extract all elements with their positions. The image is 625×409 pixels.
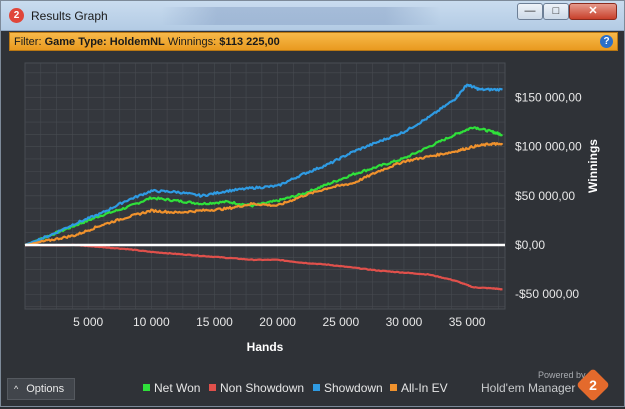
blurred-background-region — [161, 7, 441, 25]
series-line-all-in-ev — [24, 142, 504, 247]
filter-winnings-value: $113 225,00 — [219, 36, 280, 48]
filter-text: Filter: Game Type: HoldemNL Winnings: $1… — [14, 36, 280, 48]
filter-bar: Filter: Game Type: HoldemNL Winnings: $1… — [9, 32, 618, 51]
close-button[interactable]: ✕ — [569, 3, 617, 20]
x-tick-label: 35 000 — [449, 315, 486, 329]
legend-label-net-won: Net Won — [154, 381, 201, 395]
x-tick-label: 25 000 — [322, 315, 359, 329]
x-tick-label: 20 000 — [259, 315, 296, 329]
filter-winnings-label: Winnings: — [167, 36, 217, 48]
legend-swatch-showdown — [313, 384, 320, 391]
chevron-up-icon: ^ — [14, 384, 19, 394]
maximize-icon: □ — [552, 5, 560, 17]
y-tick-label: $150 000,00 — [515, 90, 582, 104]
brand-logo-glyph: 2 — [589, 377, 597, 393]
x-tick-label: 10 000 — [133, 315, 170, 329]
powered-by-text: Powered by — [538, 370, 586, 380]
legend-swatch-non-showdown — [209, 384, 216, 391]
filter-game-type: Game Type: HoldemNL — [44, 36, 165, 48]
hem2-logo-icon: 2 — [576, 368, 610, 402]
help-icon[interactable]: ? — [600, 35, 613, 48]
series-line-non-showdown — [24, 243, 503, 291]
legend-label-non-showdown: Non Showdown — [220, 381, 305, 395]
options-button[interactable]: ^ Options — [7, 378, 75, 400]
legend-item-net-won: Net Won — [143, 381, 200, 395]
y-tick-label: $0,00 — [515, 238, 545, 252]
minimize-button[interactable]: — — [517, 3, 543, 20]
y-axis-label: Winnings — [586, 139, 600, 193]
legend-swatch-all-in-ev — [390, 384, 397, 391]
legend-item-non-showdown: Non Showdown — [209, 381, 304, 395]
brand-name: Hold'em Manager — [481, 381, 576, 395]
maximize-button[interactable]: □ — [543, 3, 569, 20]
x-tick-label: 15 000 — [196, 315, 233, 329]
x-tick-label: 30 000 — [386, 315, 423, 329]
app-logo-icon: 2 — [9, 8, 24, 23]
close-icon: ✕ — [588, 5, 598, 17]
x-axis-label: Hands — [247, 340, 284, 354]
series-line-showdown — [24, 83, 503, 247]
y-tick-label: $100 000,00 — [515, 140, 582, 154]
y-tick-label: -$50 000,00 — [515, 287, 579, 301]
filter-prefix: Filter: — [14, 36, 42, 48]
y-tick-label: $50 000,00 — [515, 189, 575, 203]
options-label: Options — [26, 383, 65, 395]
title-bar[interactable]: 2 Results Graph — □ ✕ — [1, 1, 624, 31]
series-line-net-won — [24, 126, 503, 247]
x-tick-label: 5 000 — [73, 315, 103, 329]
legend-label-showdown: Showdown — [324, 381, 383, 395]
minimize-icon: — — [524, 5, 536, 17]
legend-item-showdown: Showdown — [313, 381, 383, 395]
legend-label-all-in-ev: All-In EV — [401, 381, 448, 395]
legend-item-all-in-ev: All-In EV — [390, 381, 448, 395]
window-title: Results Graph — [31, 9, 108, 23]
legend-swatch-net-won — [143, 384, 150, 391]
